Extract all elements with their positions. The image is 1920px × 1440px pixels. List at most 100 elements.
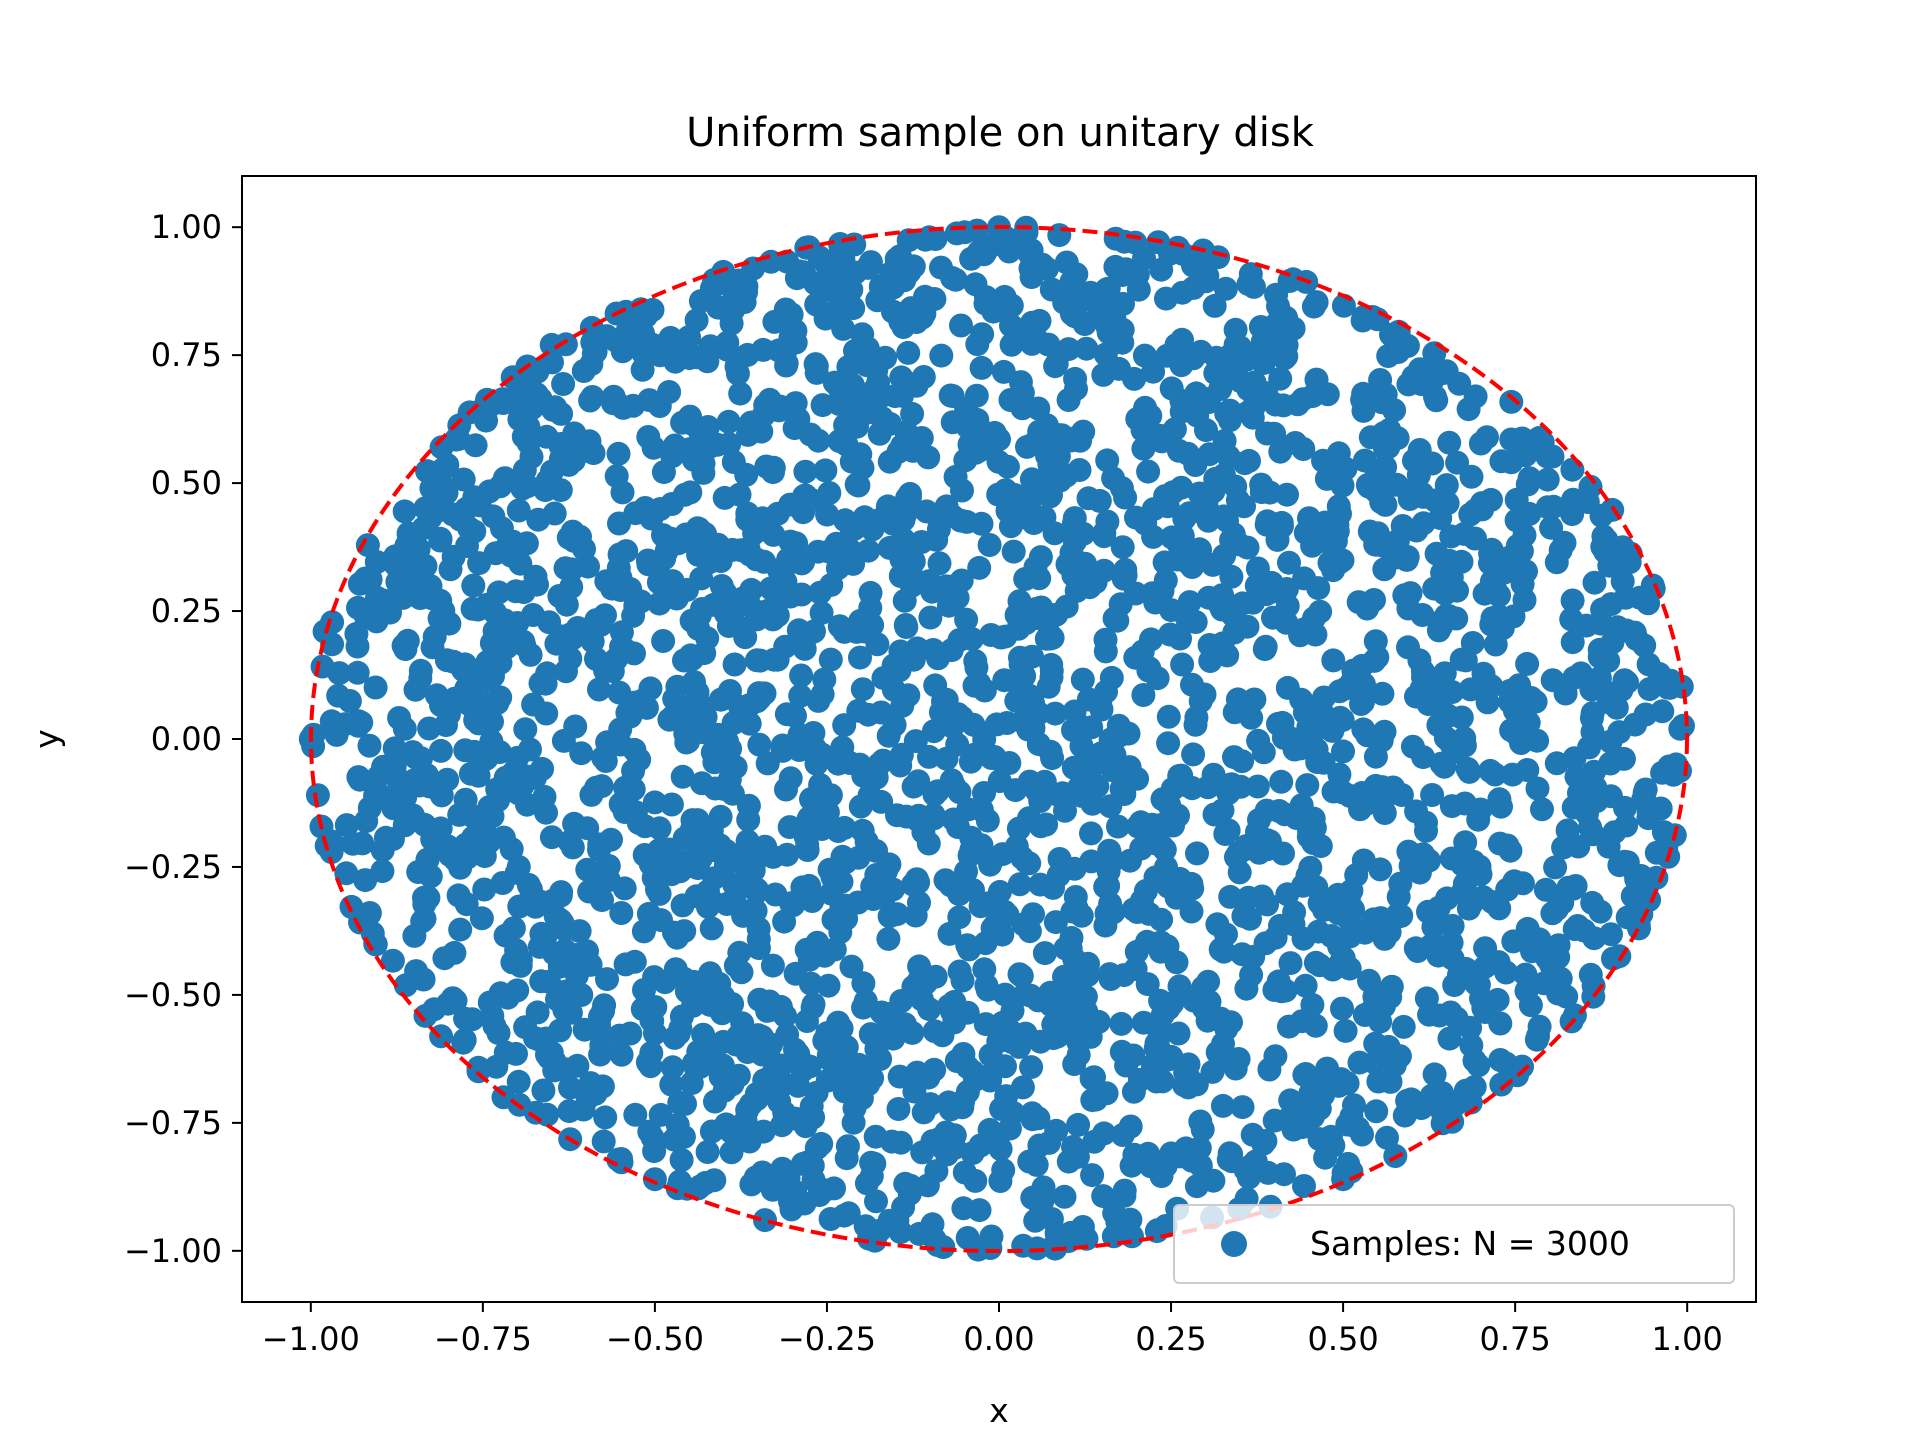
scatter-point (606, 441, 631, 466)
scatter-point (1475, 690, 1500, 715)
scatter-point (1452, 521, 1477, 546)
scatter-point (344, 621, 369, 646)
scatter-point (1472, 581, 1497, 606)
scatter-point (1030, 252, 1055, 277)
scatter-point (1330, 996, 1354, 1021)
scatter-point (1230, 1095, 1255, 1120)
scatter-point (1253, 634, 1278, 659)
scatter-point (552, 917, 577, 942)
scatter-point (406, 860, 431, 884)
scatter-point (1239, 963, 1264, 987)
scatter-point (1555, 818, 1580, 843)
scatter-point (1422, 1062, 1447, 1087)
scatter-point (477, 990, 502, 1015)
scatter-point (888, 753, 913, 778)
scatter-point (1004, 834, 1029, 859)
scatter-point (921, 719, 946, 744)
scatter-point (1458, 677, 1483, 702)
scatter-point (1013, 1021, 1038, 1046)
scatter-point (792, 636, 817, 661)
scatter-point (760, 953, 785, 978)
scatter-point (1443, 1093, 1467, 1117)
scatter-point (1155, 343, 1180, 368)
scatter-point (805, 930, 830, 955)
scatter-point (1091, 1184, 1116, 1209)
scatter-point (1177, 590, 1202, 615)
scatter-point (1042, 521, 1067, 546)
scatter-point (699, 433, 723, 458)
scatter-point (1514, 713, 1539, 738)
scatter-point (892, 268, 917, 293)
scatter-point (1540, 668, 1565, 693)
scatter-point (1058, 1016, 1083, 1041)
scatter-point (741, 858, 766, 883)
scatter-point (1010, 396, 1035, 421)
scatter-point (894, 420, 919, 445)
scatter-point (587, 832, 612, 857)
x-tick-label: −0.25 (778, 1320, 876, 1358)
scatter-point (889, 547, 914, 572)
scatter-point (1006, 816, 1031, 841)
scatter-point (1247, 342, 1272, 367)
scatter-point (1649, 666, 1674, 691)
scatter-point (623, 1102, 648, 1127)
scatter-point (1170, 327, 1194, 352)
scatter-point (529, 921, 554, 946)
scatter-point (1155, 494, 1180, 519)
scatter-point (688, 289, 713, 314)
scatter-point (783, 703, 807, 728)
scatter-point (725, 361, 750, 386)
scatter-point (1335, 905, 1359, 930)
scatter-point (490, 871, 515, 895)
x-tick-label: 1.00 (1652, 1320, 1723, 1358)
scatter-point (1125, 407, 1150, 431)
scatter-point (590, 888, 614, 913)
scatter-point (696, 550, 721, 575)
scatter-point (1204, 345, 1229, 370)
scatter-point (753, 989, 778, 1014)
scatter-point (1126, 277, 1151, 302)
scatter-point (616, 302, 641, 327)
scatter-point (1129, 836, 1154, 861)
scatter-point (846, 698, 871, 723)
scatter-point (1355, 596, 1380, 621)
scatter-point (305, 783, 330, 808)
scatter-point (1231, 904, 1256, 929)
scatter-point (866, 370, 891, 395)
scatter-point (1122, 366, 1147, 391)
scatter-point (957, 843, 982, 868)
scatter-point (1201, 1168, 1226, 1193)
scatter-point (1488, 1011, 1513, 1036)
scatter-point (1563, 874, 1588, 898)
scatter-point (839, 954, 864, 979)
scatter-point (1105, 608, 1130, 633)
scatter-point (346, 765, 371, 790)
scatter-point (979, 1224, 1004, 1249)
scatter-point (453, 787, 478, 812)
scatter-point (934, 494, 959, 519)
scatter-point (1378, 985, 1403, 1009)
scatter-point (1217, 408, 1242, 433)
scatter-point (977, 533, 1002, 557)
scatter-point (531, 1078, 556, 1103)
scatter-point (1188, 689, 1213, 714)
scatter-point (753, 1208, 777, 1233)
scatter-point (850, 677, 875, 702)
scatter-point (1159, 376, 1184, 401)
scatter-point (1423, 384, 1447, 409)
scatter-point (1327, 679, 1352, 704)
scatter-point (887, 244, 912, 269)
scatter-point (489, 516, 514, 541)
scatter-point (486, 580, 511, 605)
scatter-point (1478, 758, 1503, 783)
scatter-point (1211, 504, 1236, 529)
scatter-point (1436, 703, 1461, 728)
scatter-point (1543, 855, 1568, 880)
scatter-point (851, 971, 876, 996)
scatter-point (881, 877, 905, 902)
scatter-point (1185, 841, 1209, 866)
scatter-point (1070, 667, 1095, 692)
scatter-point (1131, 683, 1156, 707)
scatter-point (1375, 1125, 1399, 1150)
scatter-point (658, 526, 683, 551)
